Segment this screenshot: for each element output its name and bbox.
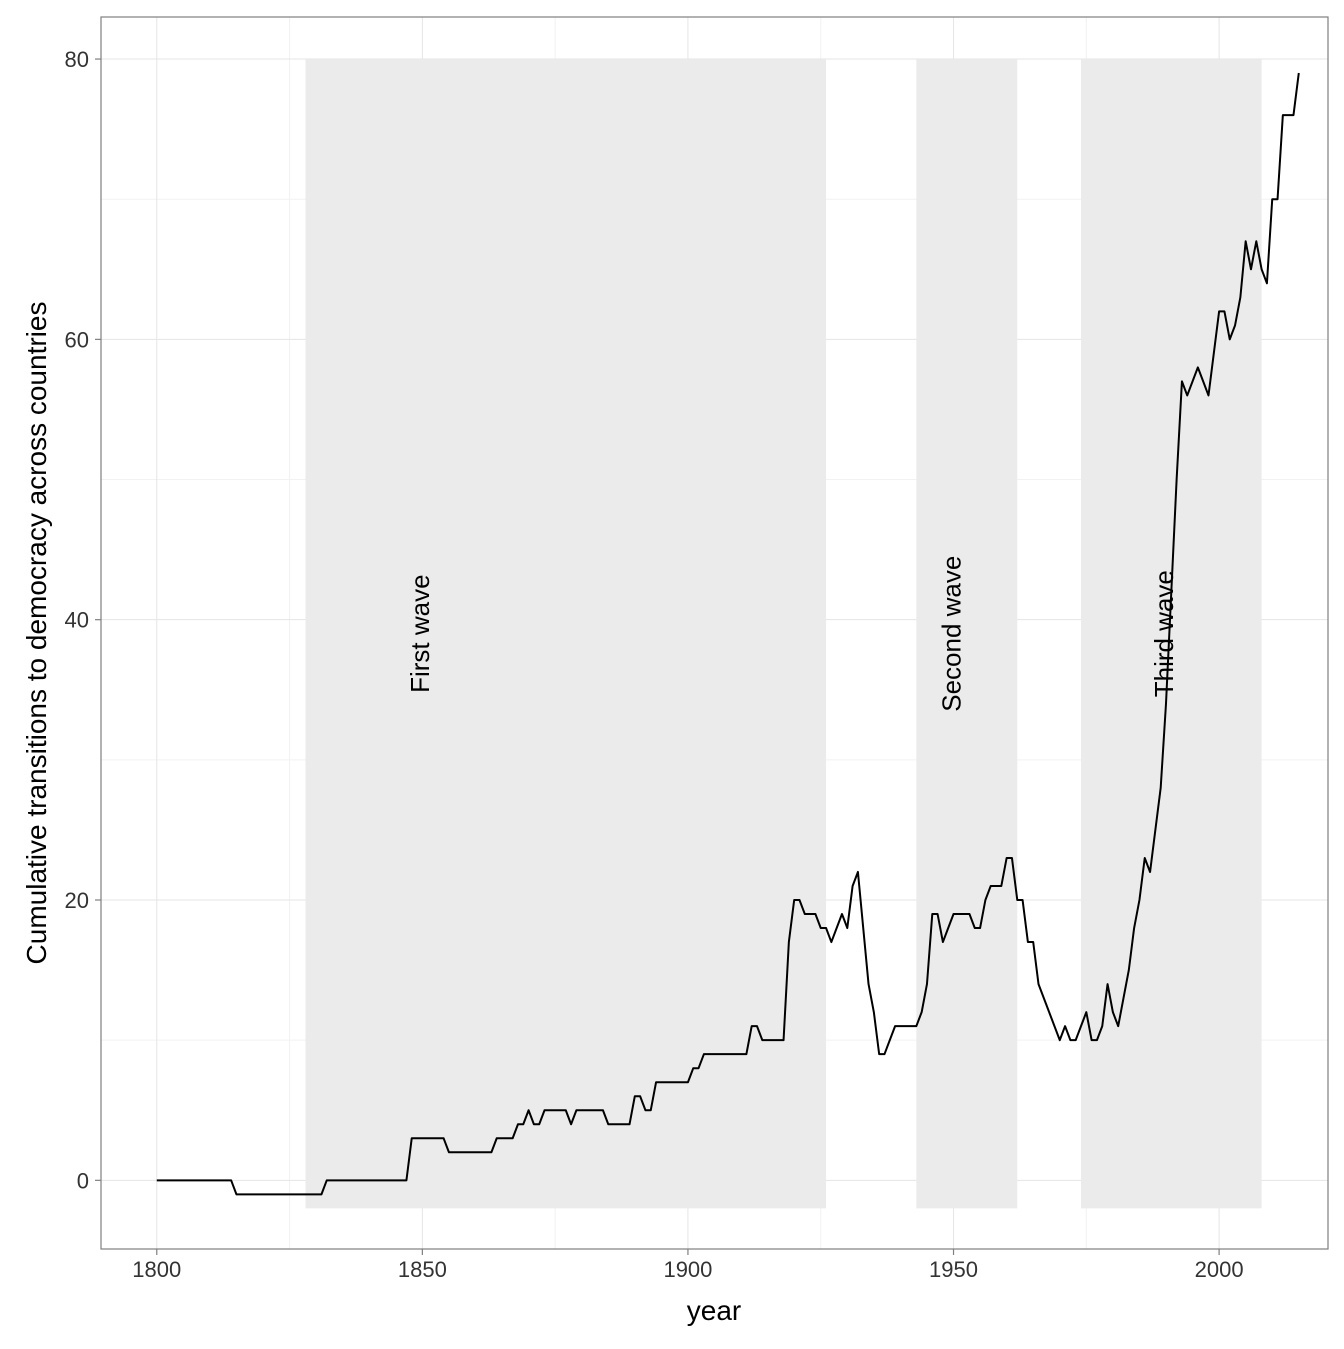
wave-label: Second wave — [936, 556, 966, 712]
x-tick-label: 1950 — [929, 1257, 978, 1282]
y-tick-label: 80 — [65, 47, 89, 72]
panel-border — [100, 16, 1329, 1250]
x-tick-label: 1800 — [132, 1257, 181, 1282]
wave-band — [916, 59, 1018, 1209]
x-tick-label: 1900 — [663, 1257, 712, 1282]
data-line — [156, 72, 1300, 1196]
y-tick-label: 40 — [65, 608, 89, 633]
wave-label: First wave — [405, 574, 435, 692]
wave-band — [1081, 59, 1262, 1209]
x-tick-label: 1850 — [398, 1257, 447, 1282]
wave-band — [305, 59, 827, 1209]
wave-label: Third wave — [1149, 570, 1179, 697]
x-axis-title: year — [687, 1295, 741, 1326]
y-axis-title: Cumulative transitions to democracy acro… — [21, 302, 52, 965]
y-tick-label: 60 — [65, 327, 89, 352]
y-tick-label: 20 — [65, 888, 89, 913]
y-tick-label: 0 — [77, 1168, 89, 1193]
x-tick-label: 2000 — [1195, 1257, 1244, 1282]
